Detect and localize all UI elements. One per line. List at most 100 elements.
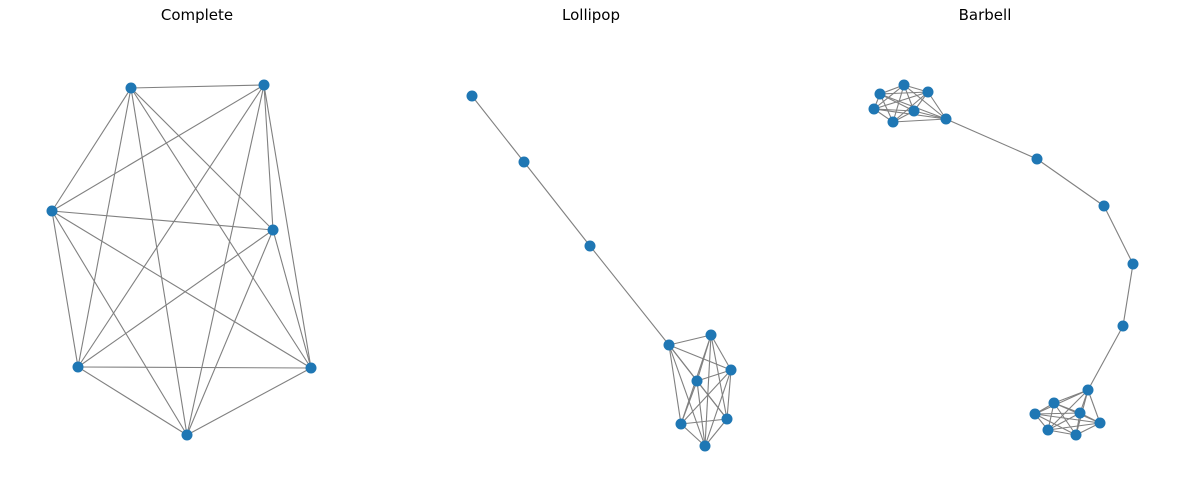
graph-title-complete: Complete [160, 6, 234, 24]
barbell-node-12 [1048, 397, 1060, 409]
barbell-edge-12-17 [1053, 402, 1077, 436]
lollipop-node-9 [699, 440, 711, 452]
lollipop-edge-3-5 [668, 344, 732, 371]
barbell-edge-11-14 [1034, 389, 1089, 415]
complete-edge-4-6 [77, 366, 188, 436]
complete-node-3 [267, 224, 279, 236]
lollipop-node-2 [584, 240, 596, 252]
barbell-edge-5-6 [892, 118, 947, 123]
lollipop-edge-6-9 [696, 380, 706, 447]
complete-node-1 [258, 79, 270, 91]
barbell-edge-11-15 [1087, 389, 1101, 424]
lollipop-edge-1-2 [523, 161, 591, 247]
barbell-edge-14-17 [1034, 413, 1077, 436]
barbell-edge-13-14 [1034, 412, 1081, 415]
panel-lollipop: Lollipop [394, 0, 788, 502]
lollipop-edge-4-7 [710, 334, 728, 420]
barbell-node-13 [1074, 407, 1086, 419]
barbell-edge-2-3 [873, 91, 929, 110]
complete-edge-0-6 [130, 87, 188, 436]
barbell-node-15 [1094, 417, 1106, 429]
complete-edge-0-3 [130, 87, 274, 231]
edges-barbell [873, 84, 1134, 436]
complete-edge-3-6 [186, 229, 274, 436]
barbell-node-16 [1042, 424, 1054, 436]
barbell-node-7 [1031, 153, 1043, 165]
barbell-edge-15-16 [1047, 422, 1101, 431]
barbell-edge-1-5 [892, 84, 905, 123]
complete-node-0 [125, 82, 137, 94]
nodes-lollipop [466, 90, 737, 452]
panel-complete: Complete [0, 0, 394, 502]
barbell-edge-1-3 [873, 84, 905, 110]
barbell-node-2 [922, 86, 934, 98]
barbell-edge-0-2 [879, 91, 929, 95]
complete-edge-2-6 [51, 210, 188, 436]
barbell-edge-6-7 [945, 118, 1038, 160]
nodes-complete [46, 79, 317, 441]
lollipop-edge-4-9 [704, 334, 712, 447]
complete-edge-1-6 [186, 84, 265, 436]
barbell-edge-3-4 [873, 108, 915, 112]
lollipop-edge-6-8 [680, 380, 698, 425]
complete-edge-4-5 [77, 366, 312, 369]
lollipop-edge-6-7 [696, 380, 728, 420]
barbell-node-10 [1117, 320, 1129, 332]
barbell-node-6 [940, 113, 952, 125]
barbell-node-8 [1098, 200, 1110, 212]
lollipop-node-7 [721, 413, 733, 425]
lollipop-edge-3-8 [668, 344, 682, 425]
lollipop-edge-3-9 [668, 344, 706, 447]
complete-edge-1-5 [263, 84, 312, 369]
complete-edge-2-4 [51, 210, 79, 368]
barbell-node-1 [898, 79, 910, 91]
barbell-node-17 [1070, 429, 1082, 441]
lollipop-edge-5-7 [726, 369, 732, 420]
complete-edge-5-6 [186, 367, 312, 436]
barbell-node-3 [868, 103, 880, 115]
barbell-edge-7-8 [1036, 158, 1105, 207]
complete-edge-0-2 [51, 87, 132, 212]
edges-complete [51, 84, 312, 436]
lollipop-node-6 [691, 375, 703, 387]
lollipop-edge-2-3 [589, 245, 670, 346]
lollipop-node-4 [705, 329, 717, 341]
barbell-edge-10-11 [1087, 325, 1124, 391]
complete-edge-2-5 [51, 210, 312, 369]
lollipop-edge-5-8 [680, 369, 732, 425]
barbell-edge-8-9 [1103, 205, 1134, 265]
barbell-edge-9-10 [1122, 263, 1134, 327]
complete-edge-3-4 [77, 229, 274, 368]
complete-edge-0-1 [130, 84, 265, 89]
barbell-node-11 [1082, 384, 1094, 396]
lollipop-edge-4-5 [710, 334, 732, 371]
lollipop-edge-7-8 [680, 418, 728, 425]
complete-edge-3-5 [272, 229, 312, 369]
barbell-node-14 [1029, 408, 1041, 420]
complete-node-2 [46, 205, 58, 217]
barbell-node-9 [1127, 258, 1139, 270]
lollipop-edge-7-9 [704, 418, 728, 447]
barbell-node-4 [908, 105, 920, 117]
lollipop-node-1 [518, 156, 530, 168]
graph-title-lollipop: Lollipop [562, 6, 620, 24]
lollipop-edge-3-4 [668, 334, 712, 346]
barbell-node-0 [874, 88, 886, 100]
nodes-barbell [868, 79, 1139, 441]
complete-edge-0-4 [77, 87, 132, 368]
complete-edge-2-3 [51, 210, 274, 231]
lollipop-node-5 [725, 364, 737, 376]
complete-edge-1-4 [77, 84, 265, 368]
barbell-edge-14-15 [1034, 413, 1101, 424]
lollipop-edge-0-1 [471, 95, 525, 163]
panel-barbell: Barbell [788, 0, 1182, 502]
barbell-edge-13-16 [1047, 412, 1081, 431]
complete-edge-1-3 [263, 84, 274, 231]
complete-node-6 [181, 429, 193, 441]
edges-lollipop [471, 95, 732, 447]
complete-edge-1-2 [51, 84, 265, 212]
lollipop-node-3 [663, 339, 675, 351]
lollipop-node-0 [466, 90, 478, 102]
graph-title-barbell: Barbell [958, 6, 1012, 24]
